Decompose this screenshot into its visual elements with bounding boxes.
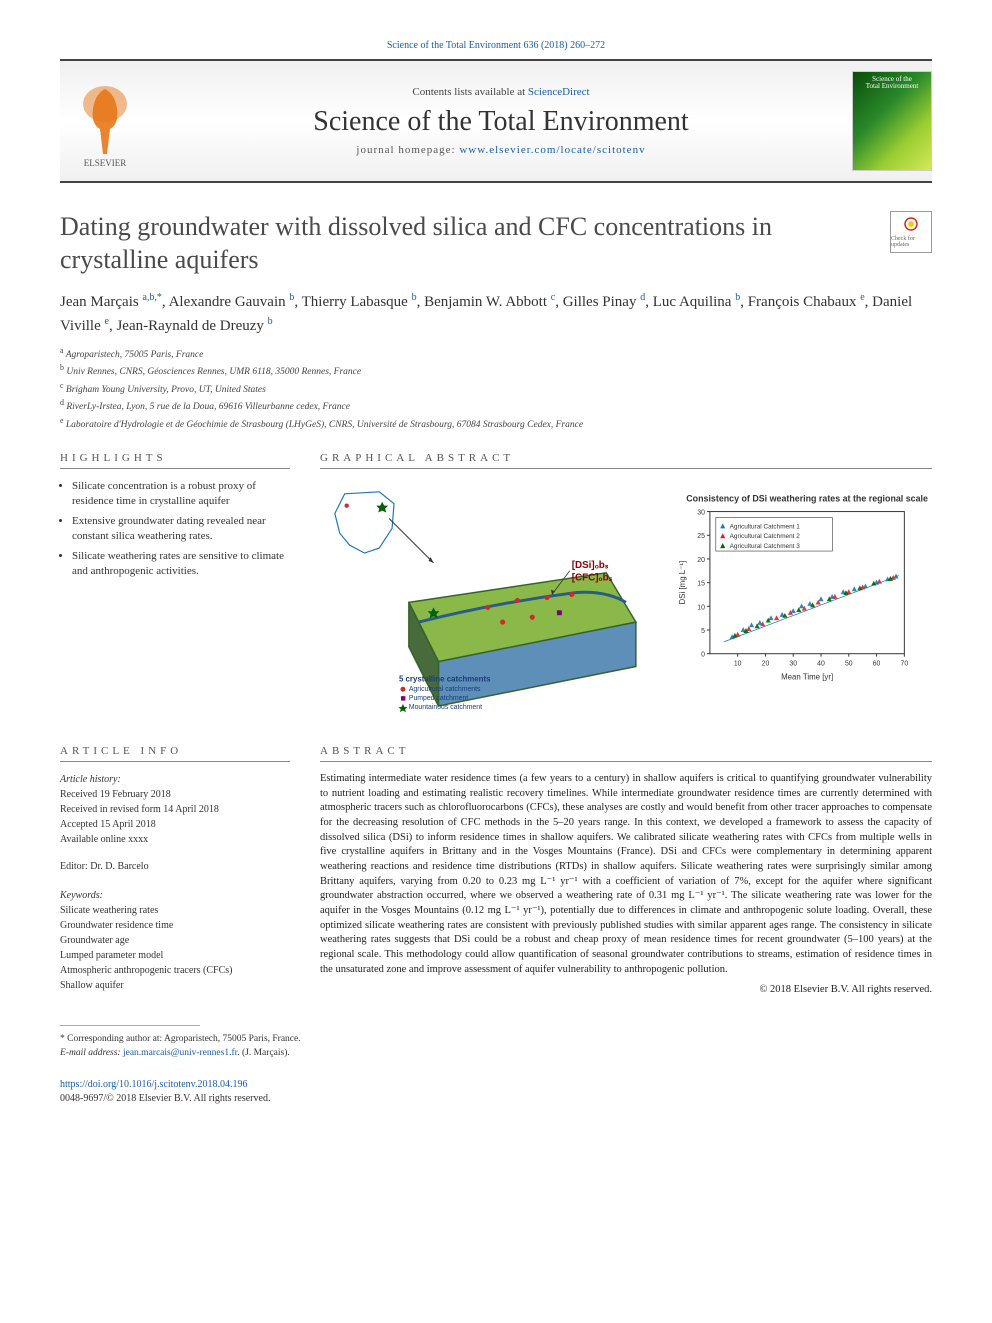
crossmark-label: Check for updates bbox=[891, 236, 931, 248]
article-info-heading: ARTICLE INFO bbox=[60, 745, 290, 762]
svg-text:0: 0 bbox=[701, 652, 705, 659]
authors-line: Jean Marçais a,b,*, Alexandre Gauvain b,… bbox=[60, 290, 932, 337]
keyword-item: Lumped parameter model bbox=[60, 948, 290, 963]
affiliations: a Agroparistech, 75005 Paris, Franceb Un… bbox=[60, 345, 932, 432]
homepage-line: journal homepage: www.elsevier.com/locat… bbox=[150, 144, 852, 156]
svg-text:70: 70 bbox=[901, 661, 909, 668]
homepage-link[interactable]: www.elsevier.com/locate/scitotenv bbox=[459, 144, 645, 156]
top-citation: Science of the Total Environment 636 (20… bbox=[60, 40, 932, 51]
svg-text:[CFC]ₒbₛ: [CFC]ₒbₛ bbox=[572, 573, 613, 584]
highlight-item: Silicate concentration is a robust proxy… bbox=[72, 479, 290, 510]
svg-text:Mountainous catchment: Mountainous catchment bbox=[409, 704, 482, 711]
svg-text:ELSEVIER: ELSEVIER bbox=[84, 158, 127, 168]
highlight-item: Extensive groundwater dating revealed ne… bbox=[72, 514, 290, 545]
doi-link[interactable]: https://doi.org/10.1016/j.scitotenv.2018… bbox=[60, 1079, 248, 1090]
svg-text:DSi [mg L⁻¹]: DSi [mg L⁻¹] bbox=[678, 561, 687, 605]
svg-text:50: 50 bbox=[845, 661, 853, 668]
abstract-heading: ABSTRACT bbox=[320, 745, 932, 762]
copyright-line: © 2018 Elsevier B.V. All rights reserved… bbox=[320, 984, 932, 995]
svg-text:Agricultural Catchment 3: Agricultural Catchment 3 bbox=[730, 543, 801, 550]
svg-text:Agricultural catchments: Agricultural catchments bbox=[409, 686, 481, 693]
svg-text:10: 10 bbox=[734, 661, 742, 668]
journal-header: ELSEVIER Contents lists available at Sci… bbox=[60, 59, 932, 183]
svg-text:60: 60 bbox=[873, 661, 881, 668]
highlight-item: Silicate weathering rates are sensitive … bbox=[72, 549, 290, 580]
keyword-item: Groundwater residence time bbox=[60, 918, 290, 933]
crossmark-icon bbox=[901, 216, 921, 236]
elsevier-tree-icon: ELSEVIER bbox=[65, 74, 145, 169]
svg-text:Consistency of DSi weathering: Consistency of DSi weathering rates at t… bbox=[686, 494, 928, 504]
svg-text:[DSi]ₒbₛ: [DSi]ₒbₛ bbox=[572, 560, 609, 571]
svg-text:40: 40 bbox=[817, 661, 825, 668]
svg-text:Agricultural Catchment 2: Agricultural Catchment 2 bbox=[730, 533, 801, 540]
journal-name: Science of the Total Environment bbox=[150, 106, 852, 138]
journal-cover-thumb: Science of the Total Environment bbox=[852, 71, 932, 171]
svg-text:Pumped catchment: Pumped catchment bbox=[409, 695, 468, 702]
svg-text:20: 20 bbox=[697, 557, 705, 564]
highlights-heading: HIGHLIGHTS bbox=[60, 452, 290, 469]
abstract-text: Estimating intermediate water residence … bbox=[320, 772, 932, 978]
svg-text:15: 15 bbox=[697, 581, 705, 588]
svg-text:30: 30 bbox=[789, 661, 797, 668]
corresponding-email-link[interactable]: jean.marcais@univ-rennes1.fr bbox=[123, 1048, 237, 1058]
footnote-separator bbox=[60, 1025, 200, 1026]
svg-text:5 crystalline catchments: 5 crystalline catchments bbox=[399, 674, 491, 683]
article-info: Article history: Received 19 February 20… bbox=[60, 772, 290, 993]
svg-text:10: 10 bbox=[697, 604, 705, 611]
keyword-item: Silicate weathering rates bbox=[60, 903, 290, 918]
graphical-abstract-svg: [DSi]ₒbₛ [CFC]ₒbₛ 5 crystalline catchments… bbox=[320, 479, 932, 716]
top-citation-link[interactable]: Science of the Total Environment 636 (20… bbox=[387, 40, 605, 51]
highlights-list: Silicate concentration is a robust proxy… bbox=[60, 479, 290, 579]
svg-text:5: 5 bbox=[701, 628, 705, 635]
svg-text:Agricultural Catchment 1: Agricultural Catchment 1 bbox=[730, 523, 801, 530]
svg-text:Mean Time [yr]: Mean Time [yr] bbox=[781, 672, 833, 681]
footnotes: * Corresponding author at: Agroparistech… bbox=[60, 1032, 932, 1061]
article-title: Dating groundwater with dissolved silica… bbox=[60, 211, 870, 276]
svg-text:20: 20 bbox=[762, 661, 770, 668]
doi-block: https://doi.org/10.1016/j.scitotenv.2018… bbox=[60, 1078, 932, 1106]
keyword-item: Atmospheric anthropogenic tracers (CFCs) bbox=[60, 963, 290, 978]
graphical-abstract-heading: GRAPHICAL ABSTRACT bbox=[320, 452, 932, 469]
keyword-item: Groundwater age bbox=[60, 933, 290, 948]
contents-line: Contents lists available at ScienceDirec… bbox=[150, 86, 852, 98]
graphical-abstract: [DSi]ₒbₛ [CFC]ₒbₛ 5 crystalline catchments… bbox=[320, 479, 932, 721]
elsevier-logo: ELSEVIER bbox=[60, 71, 150, 171]
keyword-item: Shallow aquifer bbox=[60, 978, 290, 993]
svg-text:30: 30 bbox=[697, 510, 705, 517]
sciencedirect-link[interactable]: ScienceDirect bbox=[528, 86, 590, 98]
crossmark-badge[interactable]: Check for updates bbox=[890, 211, 932, 253]
svg-text:25: 25 bbox=[697, 533, 705, 540]
